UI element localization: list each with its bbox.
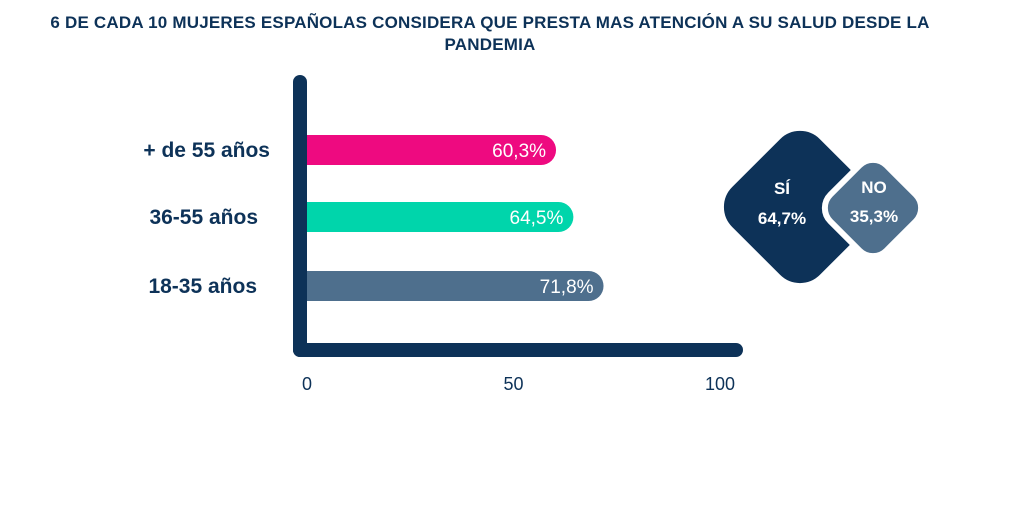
chart-title: 6 DE CADA 10 MUJERES ESPAÑOLAS CONSIDERA… xyxy=(50,13,930,54)
axes xyxy=(293,75,743,357)
diamond-no xyxy=(821,156,925,260)
x-tick-label: 0 xyxy=(302,374,312,394)
category-label: + de 55 años xyxy=(143,139,270,162)
bar-value-label: 64,5% xyxy=(510,208,564,229)
bar xyxy=(307,271,604,301)
slice-value-label: 64,7% xyxy=(758,209,806,228)
category-label: 36-55 años xyxy=(149,206,258,229)
slice-label: NO xyxy=(861,178,887,197)
slice-value-label: 35,3% xyxy=(850,207,898,226)
x-tick-label: 50 xyxy=(503,374,523,394)
bar xyxy=(307,202,574,232)
bar xyxy=(307,135,557,165)
bar-value-label: 60,3% xyxy=(492,141,546,162)
x-tick-label: 100 xyxy=(705,374,735,394)
bar-value-label: 71,8% xyxy=(540,277,594,298)
x-tick-labels: 0 50 100 xyxy=(302,374,735,394)
slice-label: SÍ xyxy=(774,179,791,198)
bar-group: 60,3% + de 55 años 64,5% 36-55 años 71,8% 18-… xyxy=(143,135,604,301)
diamond-si xyxy=(717,124,883,290)
diamond-pie: SÍ 64,7% NO 35,3% xyxy=(717,124,925,290)
category-label: 18-35 años xyxy=(148,275,257,298)
